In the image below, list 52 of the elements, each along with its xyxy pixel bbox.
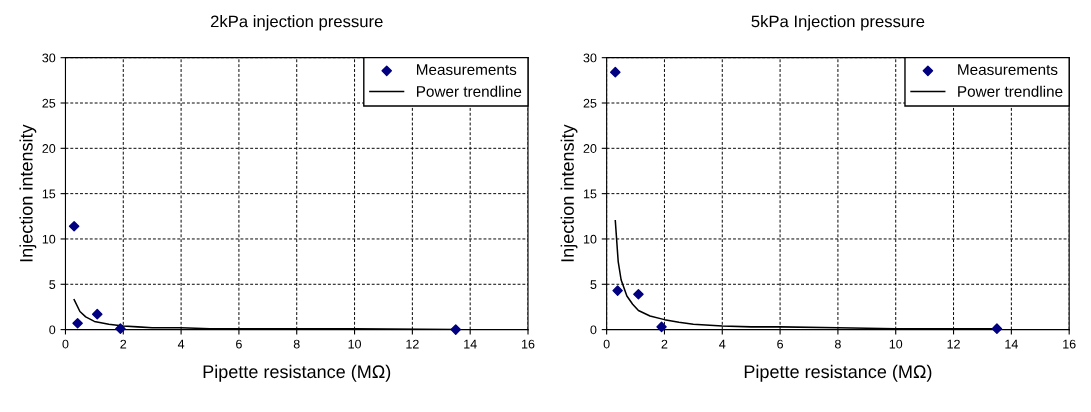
- chart-title: 5kPa Injection pressure: [751, 15, 925, 31]
- y-tick-label: 5: [49, 280, 56, 289]
- x-tick-label: 2: [661, 339, 668, 349]
- y-tick-label: 30: [583, 53, 597, 63]
- chart-title: 2kPa injection pressure: [210, 15, 383, 31]
- x-tick-label: 4: [719, 339, 726, 349]
- x-axis-title: Pipette resistance (MΩ): [744, 364, 932, 382]
- y-axis-title: Injection intensity: [19, 124, 37, 262]
- x-tick-label: 8: [834, 339, 841, 349]
- y-tick-label: 15: [583, 189, 597, 199]
- point: [72, 317, 83, 329]
- legend-label: Power trendline: [958, 85, 1063, 97]
- y-tick-label: 10: [583, 234, 597, 244]
- y-tick-label: 25: [42, 98, 56, 108]
- legend-label: Measurements: [958, 64, 1058, 76]
- y-tick-label: 20: [583, 144, 597, 153]
- y-tick-label: 0: [49, 325, 56, 335]
- x-tick-label: 10: [889, 339, 903, 349]
- x-tick-label: 14: [464, 339, 477, 349]
- x-tick-label: 12: [947, 339, 960, 349]
- y-tick-label: 25: [583, 98, 597, 108]
- point: [610, 66, 621, 78]
- x-tick-label: 6: [777, 339, 784, 349]
- y-tick-label: 20: [42, 144, 56, 153]
- point: [991, 323, 1003, 334]
- x-tick-label: 8: [293, 339, 300, 349]
- point: [612, 285, 623, 296]
- point: [633, 288, 644, 300]
- legend-label: Measurements: [417, 64, 517, 76]
- point: [68, 220, 80, 232]
- x-tick-label: 16: [522, 339, 535, 349]
- point: [450, 324, 462, 335]
- x-tick-label: 0: [603, 339, 610, 349]
- x-tick-label: 16: [1063, 339, 1076, 349]
- x-tick-label: 2: [120, 339, 127, 349]
- y-axis-title: Injection intensity: [560, 124, 578, 262]
- x-tick-label: 14: [1005, 339, 1018, 349]
- y-tick-label: 15: [42, 189, 56, 199]
- point: [656, 321, 667, 333]
- y-tick-label: 30: [42, 53, 56, 63]
- x-tick-label: 6: [236, 339, 242, 349]
- y-tick-label: 0: [590, 325, 597, 335]
- x-tick-label: 10: [348, 339, 362, 349]
- y-tick-label: 5: [590, 280, 597, 289]
- x-tick-label: 4: [177, 339, 185, 349]
- y-tick-label: 10: [42, 234, 56, 244]
- x-axis-title: Pipette resistance (MΩ): [203, 364, 391, 382]
- legend-label: Power trendline: [417, 85, 522, 97]
- point: [115, 323, 126, 334]
- x-tick-label: 12: [406, 339, 419, 349]
- point: [91, 308, 103, 320]
- x-tick-label: 0: [62, 339, 69, 349]
